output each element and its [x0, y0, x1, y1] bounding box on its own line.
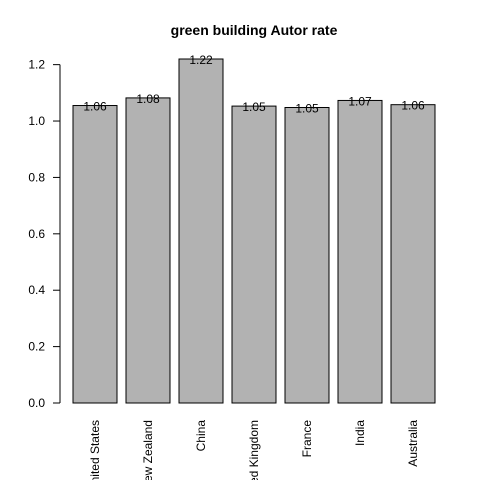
category-label: Australia [406, 420, 420, 467]
bar [72, 105, 118, 404]
bar-value-label: 1.22 [189, 53, 213, 67]
bar-value-label: 1.05 [295, 101, 319, 115]
category-label: United Kingdom [247, 420, 261, 480]
y-tick-label: 0.6 [28, 227, 45, 241]
bar [390, 104, 436, 404]
bar [231, 105, 277, 404]
bar-value-label: 1.06 [83, 100, 107, 114]
y-tick-label: 0.0 [28, 396, 45, 410]
category-label: India [353, 420, 367, 446]
bar-value-label: 1.06 [401, 99, 425, 113]
y-tick-label: 0.8 [28, 170, 45, 184]
category-label: New Zealand [141, 420, 155, 480]
y-tick-label: 0.4 [28, 283, 45, 297]
bar-value-label: 1.07 [348, 94, 372, 108]
bar [125, 97, 171, 404]
bar [337, 99, 383, 404]
bar-value-label: 1.08 [136, 92, 160, 106]
bar-value-label: 1.05 [242, 100, 266, 114]
x-axis-labels: United States New Zealand China United King… [88, 420, 420, 480]
y-axis: 0.0 0.2 0.4 0.6 0.8 1.0 1.2 [28, 58, 61, 410]
data-labels: 1.06 1.08 1.22 1.05 1.05 1.07 1.06 [83, 53, 425, 115]
chart-title: green building Autor rate [171, 22, 338, 38]
y-tick-label: 1.0 [28, 114, 45, 128]
category-label: France [300, 420, 314, 458]
category-label: United States [88, 420, 102, 480]
y-tick-label: 0.2 [28, 340, 45, 354]
bar [178, 58, 224, 404]
y-tick-label: 1.2 [28, 58, 45, 72]
category-label: China [194, 420, 208, 452]
bar [284, 106, 330, 404]
bar-series [72, 58, 436, 404]
